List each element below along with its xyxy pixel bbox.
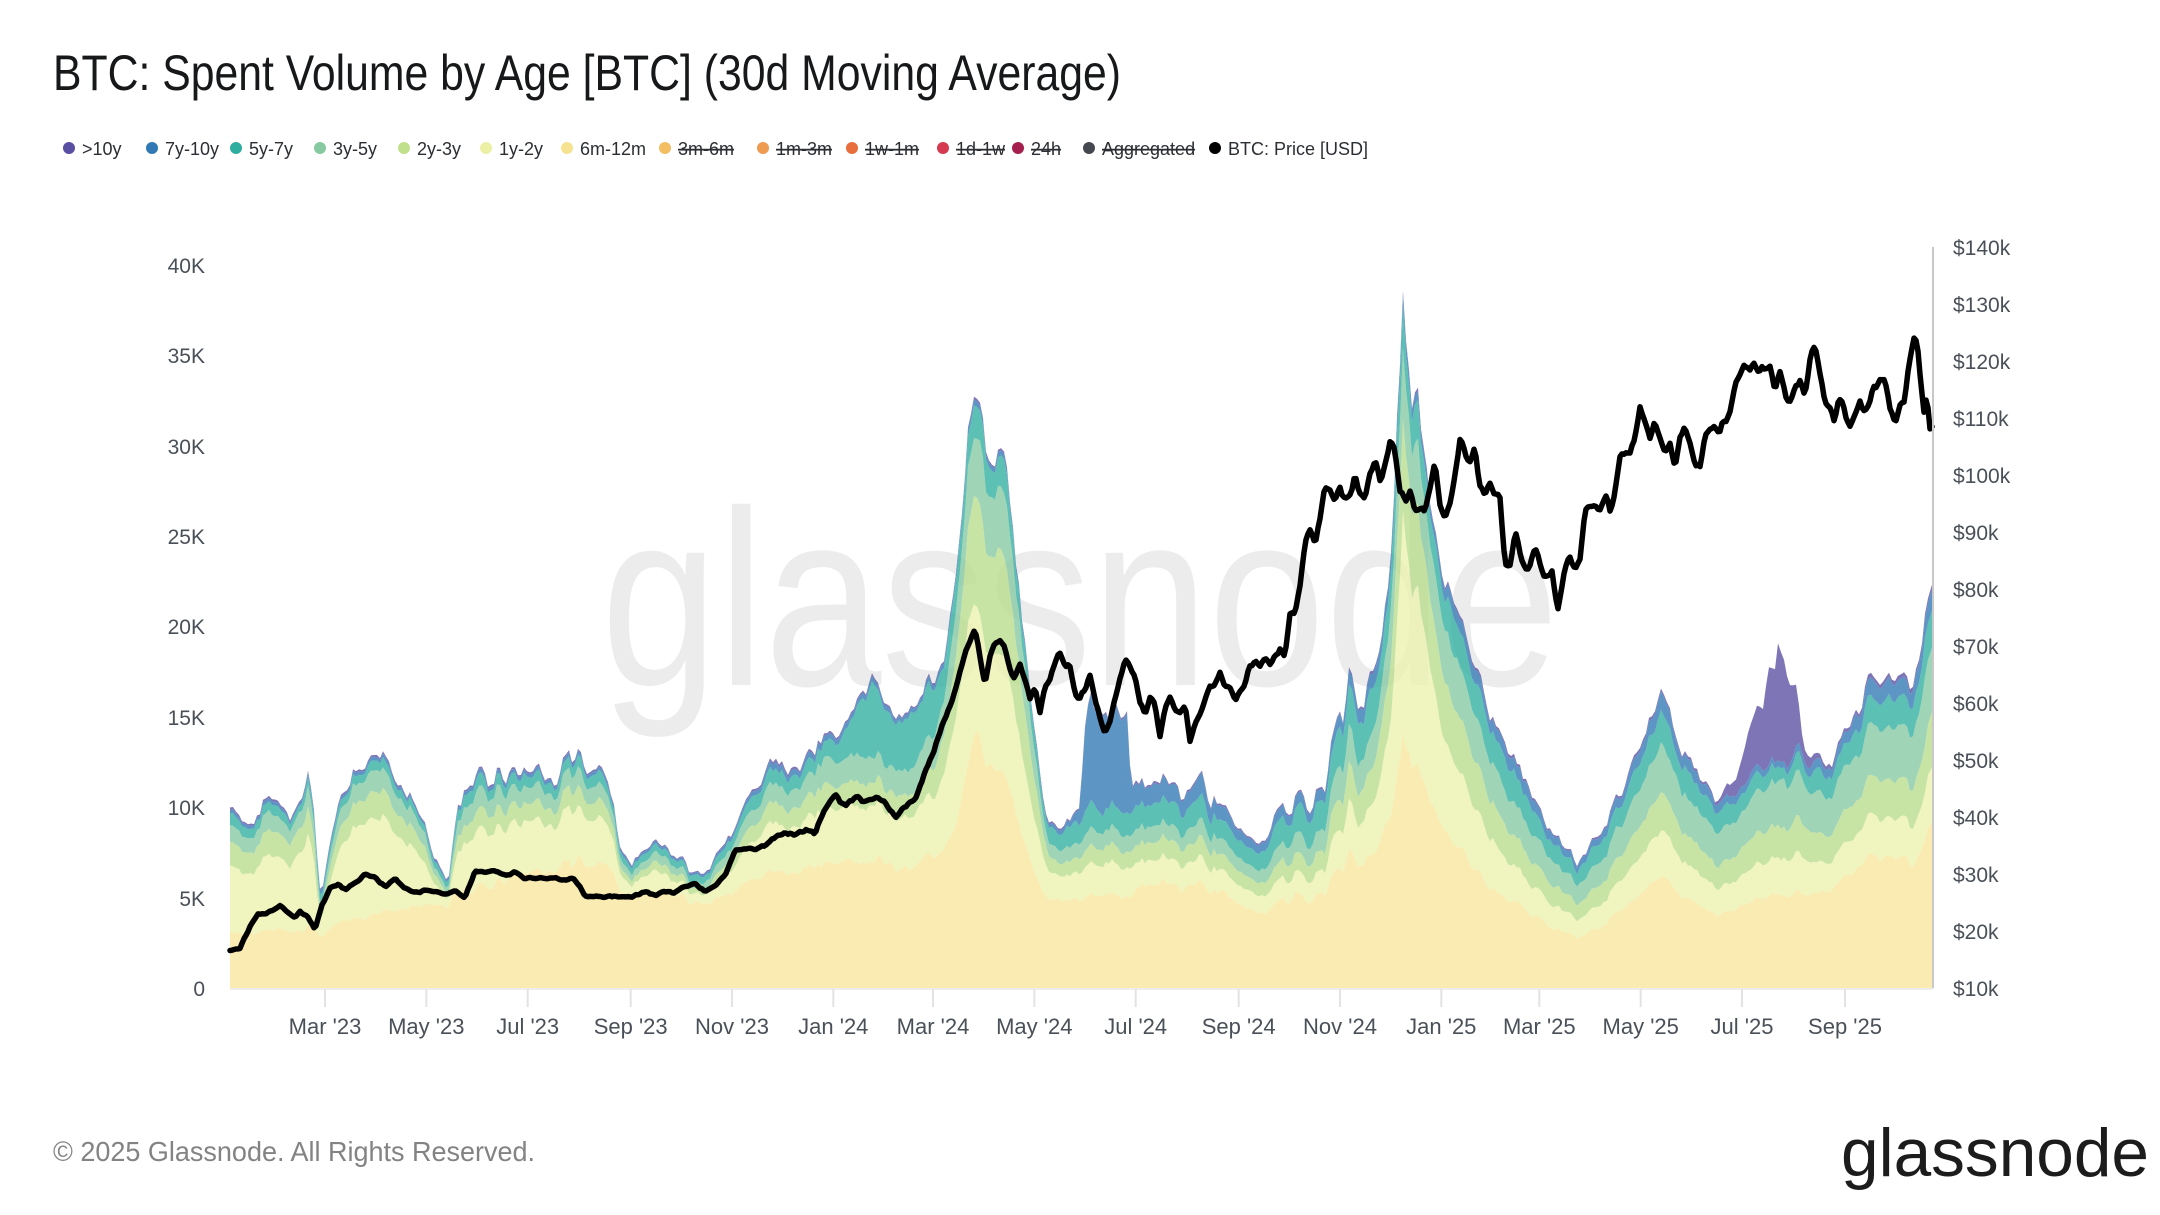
svg-text:$60k: $60k — [1953, 693, 1999, 716]
svg-text:40K: 40K — [168, 255, 205, 278]
svg-text:Sep '23: Sep '23 — [594, 1014, 668, 1039]
svg-text:0: 0 — [193, 978, 205, 1001]
svg-text:May '24: May '24 — [996, 1014, 1072, 1039]
svg-text:Jul '23: Jul '23 — [496, 1014, 559, 1039]
svg-text:glassnode: glassnode — [1841, 1115, 2149, 1191]
svg-text:$110k: $110k — [1953, 408, 2009, 431]
svg-text:20K: 20K — [168, 616, 205, 639]
svg-text:10K: 10K — [168, 797, 205, 820]
svg-text:>10y: >10y — [82, 139, 122, 159]
svg-text:Sep '25: Sep '25 — [1808, 1014, 1882, 1039]
svg-text:$50k: $50k — [1953, 750, 1999, 773]
svg-text:Jan '25: Jan '25 — [1406, 1014, 1476, 1039]
svg-text:Jul '24: Jul '24 — [1104, 1014, 1167, 1039]
svg-text:$10k: $10k — [1953, 978, 1999, 1001]
svg-text:15K: 15K — [168, 707, 205, 730]
svg-text:$100k: $100k — [1953, 465, 2011, 488]
svg-text:$30k: $30k — [1953, 864, 1999, 887]
svg-text:6m-12m: 6m-12m — [580, 139, 646, 159]
svg-text:1d-1w: 1d-1w — [956, 139, 1006, 159]
svg-text:2y-3y: 2y-3y — [417, 139, 461, 159]
svg-text:1y-2y: 1y-2y — [499, 139, 543, 159]
svg-text:Nov '23: Nov '23 — [695, 1014, 769, 1039]
svg-text:$80k: $80k — [1953, 579, 1999, 602]
svg-text:© 2025 Glassnode. All Rights R: © 2025 Glassnode. All Rights Reserved. — [53, 1136, 535, 1167]
svg-text:$120k: $120k — [1953, 351, 2011, 374]
svg-text:$140k: $140k — [1953, 237, 2011, 260]
svg-text:5y-7y: 5y-7y — [249, 139, 293, 159]
svg-text:May '23: May '23 — [388, 1014, 464, 1039]
svg-text:1m-3m: 1m-3m — [776, 139, 832, 159]
svg-text:1w-1m: 1w-1m — [865, 139, 919, 159]
svg-text:Jul '25: Jul '25 — [1711, 1014, 1774, 1039]
svg-text:24h: 24h — [1031, 139, 1061, 159]
svg-text:Mar '25: Mar '25 — [1503, 1014, 1576, 1039]
svg-text:Mar '23: Mar '23 — [289, 1014, 362, 1039]
svg-text:30K: 30K — [168, 436, 205, 459]
svg-text:Mar '24: Mar '24 — [897, 1014, 970, 1039]
svg-text:Jan '24: Jan '24 — [798, 1014, 868, 1039]
svg-text:$70k: $70k — [1953, 636, 1999, 659]
svg-text:5K: 5K — [179, 888, 205, 911]
svg-text:May '25: May '25 — [1603, 1014, 1679, 1039]
svg-text:35K: 35K — [168, 345, 205, 368]
svg-text:7y-10y: 7y-10y — [165, 139, 219, 159]
svg-text:Aggregated: Aggregated — [1102, 139, 1195, 159]
svg-text:3y-5y: 3y-5y — [333, 139, 377, 159]
svg-text:$40k: $40k — [1953, 807, 1999, 830]
svg-text:3m-6m: 3m-6m — [678, 139, 734, 159]
svg-text:$90k: $90k — [1953, 522, 1999, 545]
svg-text:25K: 25K — [168, 526, 205, 549]
svg-text:Nov '24: Nov '24 — [1303, 1014, 1377, 1039]
svg-text:Sep '24: Sep '24 — [1202, 1014, 1276, 1039]
svg-text:$130k: $130k — [1953, 294, 2011, 317]
svg-text:BTC: Price [USD]: BTC: Price [USD] — [1228, 139, 1368, 159]
svg-text:$20k: $20k — [1953, 921, 1999, 944]
svg-text:BTC: Spent Volume by Age [BTC]: BTC: Spent Volume by Age [BTC] (30d Movi… — [53, 45, 1121, 101]
